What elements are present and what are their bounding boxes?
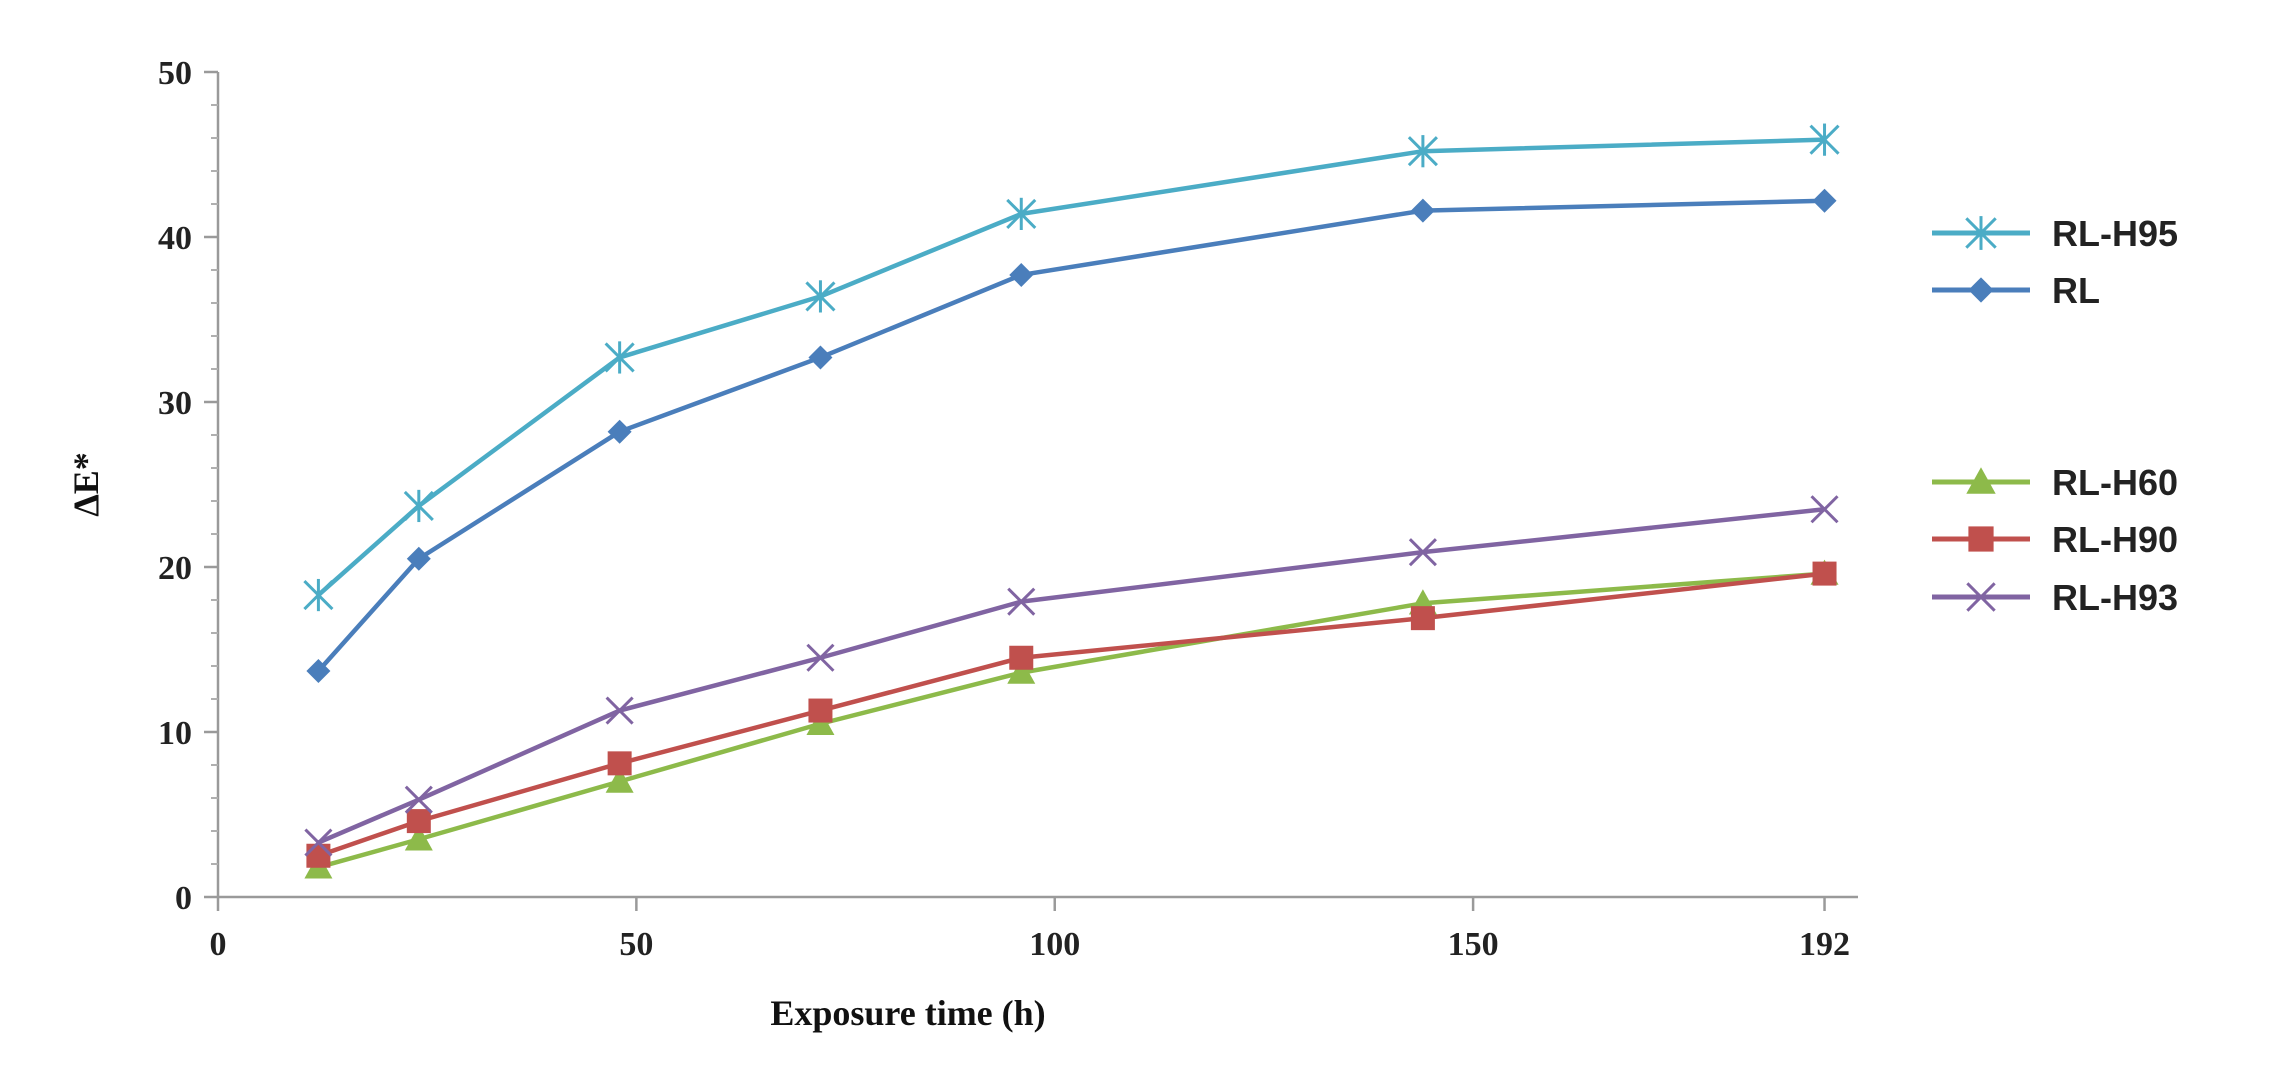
legend-marker-rl-h60 <box>1966 467 1996 494</box>
data-point-rl-h95 <box>1407 135 1438 168</box>
data-point-rl-h95 <box>1809 123 1840 156</box>
data-point-rl-h93 <box>806 643 835 672</box>
x-tick-label: 192 <box>1799 926 1850 963</box>
legend-item-rl-h93: RL-H93 <box>1932 577 2178 618</box>
legend-label-rl: RL <box>2052 270 2100 311</box>
y-axis-title: ΔE* <box>66 452 106 517</box>
axes: 0 10 20 30 40 50 0 50 100 150 192 Exposure time (h)… <box>66 55 1858 1033</box>
data-point-rl <box>607 419 632 444</box>
x-tick-label: 0 <box>210 926 227 963</box>
legend-label-rl-h90: RL-H90 <box>2052 519 2178 560</box>
data-point-rl-h95 <box>303 578 334 612</box>
legend-item-rl: RL <box>1932 270 2100 311</box>
legend-label-rl-h95: RL-H95 <box>2052 213 2178 254</box>
legend: RL-H95 RL RL-H60 RL-H90 RL-H93 <box>1932 213 2178 618</box>
data-point-rl-h95 <box>805 280 836 313</box>
data-point-rl-h90 <box>1812 561 1837 586</box>
data-point-rl <box>306 658 331 683</box>
data-point-rl-h90 <box>406 809 431 834</box>
data-point-rl-h90 <box>1009 645 1034 670</box>
legend-label-rl-h60: RL-H60 <box>2052 462 2178 503</box>
legend-item-rl-h95: RL-H95 <box>1932 213 2178 254</box>
data-point-rl-h60 <box>1007 658 1036 684</box>
legend-marker-rl-h95 <box>1965 216 1997 250</box>
data-point-rl-h90 <box>808 698 833 723</box>
legend-marker-rl <box>1968 277 1994 303</box>
x-tick-label: 150 <box>1448 926 1499 963</box>
data-point-rl-h93 <box>1408 538 1437 567</box>
y-tick-label: 20 <box>158 550 192 587</box>
data-point-rl <box>1812 188 1837 213</box>
x-tick-label: 100 <box>1029 926 1080 963</box>
data-point-rl <box>1009 262 1034 287</box>
data-point-rl-h90 <box>1410 606 1435 631</box>
data-point-rl-h93 <box>304 828 333 857</box>
data-point-rl-h90 <box>306 843 331 868</box>
legend-item-rl-h90: RL-H90 <box>1932 519 2178 560</box>
legend-item-rl-h60: RL-H60 <box>1932 462 2178 503</box>
legend-label-rl-h93: RL-H93 <box>2052 577 2178 618</box>
data-point-rl-h93 <box>605 696 634 725</box>
data-point-rl-h95 <box>604 341 635 374</box>
legend-marker-rl-h93 <box>1966 582 1996 612</box>
data-point-rl-h60 <box>404 825 433 851</box>
data-point-rl-h93 <box>404 785 433 814</box>
data-point-rl-h93 <box>1007 587 1036 616</box>
y-tick-label: 10 <box>158 715 192 752</box>
series-line-rl-h60 <box>317 571 1825 870</box>
y-tick-label: 40 <box>158 220 192 257</box>
data-point-rl <box>406 546 431 571</box>
series-line-rl-h93 <box>317 507 1825 845</box>
x-axis-title: Exposure time (h) <box>770 993 1045 1033</box>
data-point-rl-h95 <box>403 489 434 523</box>
data-point-rl <box>1410 198 1435 223</box>
series-line-rl-h90 <box>317 571 1825 858</box>
y-tick-label: 30 <box>158 385 192 422</box>
x-tick-label: 50 <box>619 926 653 963</box>
data-point-rl-h90 <box>607 751 632 776</box>
data-point-rl-h60 <box>605 767 634 793</box>
legend-marker-rl-h90 <box>1968 526 1994 552</box>
y-tick-label: 50 <box>158 55 192 92</box>
data-point-rl <box>808 345 833 370</box>
y-tick-label: 0 <box>175 880 192 917</box>
data-point-rl-h95 <box>1006 197 1037 230</box>
series-layer <box>303 123 1840 879</box>
data-point-rl-h93 <box>1810 495 1839 524</box>
